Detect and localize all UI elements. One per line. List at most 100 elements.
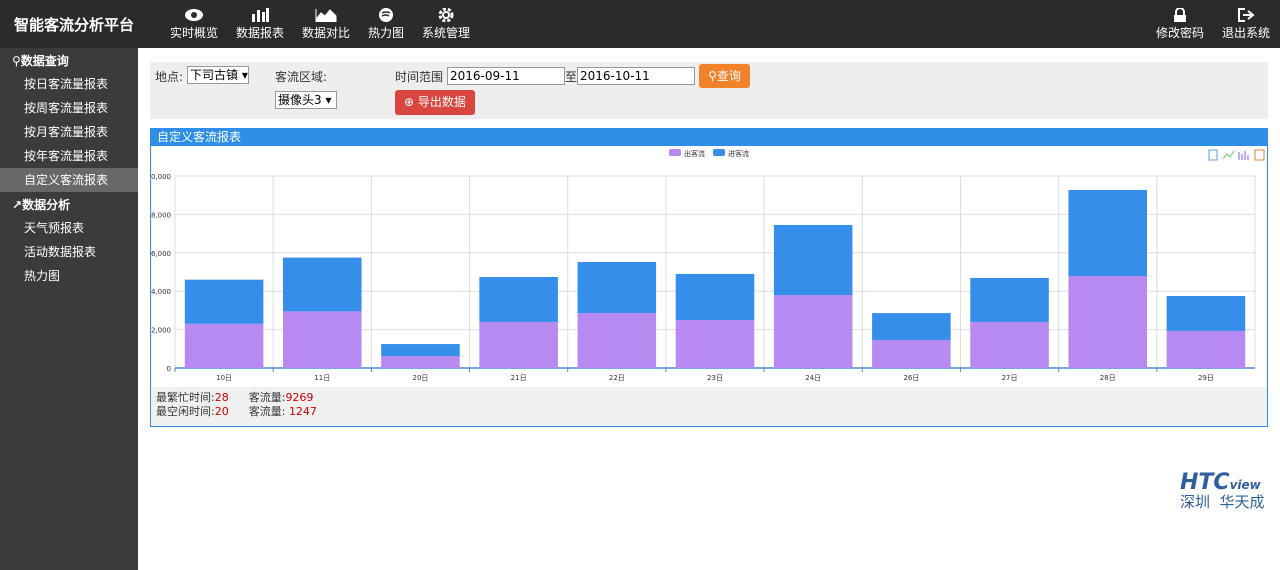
legend-label: 进客流: [728, 149, 749, 158]
nav-item[interactable]: 数据对比: [293, 4, 359, 41]
top-bar: 智能客流分析平台 实时概览 数据报表 数据对比 热力图 系统管理 修改密码 退出…: [0, 0, 1280, 48]
x-tick-label: 27日: [1002, 374, 1018, 382]
bar-segment: [381, 356, 460, 368]
menu-item[interactable]: 活动数据报表: [0, 240, 138, 264]
nav-label[interactable]: 系统管理: [422, 26, 470, 40]
label: 最空闲时间:: [156, 405, 215, 418]
start-date-input[interactable]: 2016-09-11: [447, 67, 565, 85]
label: 客流区域:: [275, 68, 327, 85]
x-tick-label: 24日: [805, 374, 821, 382]
location-select[interactable]: 下司古镇 ▾: [187, 66, 249, 84]
menu-item[interactable]: 按年客流量报表: [0, 144, 138, 168]
legend-swatch: [669, 149, 681, 156]
x-tick-label: 11日: [314, 374, 330, 382]
bar-segment: [1068, 276, 1147, 368]
export-button[interactable]: ⊕ 导出数据: [395, 90, 475, 115]
x-tick-label: 20日: [412, 374, 428, 382]
logo-city: 深圳 华天成: [1180, 491, 1280, 512]
summary-row: 最繁忙时间:28 客流量:9269: [156, 391, 1262, 405]
sidebar: ⚲数据查询 按日客流量报表 按周客流量报表 按月客流量报表 按年客流量报表 自定…: [0, 48, 138, 570]
nav-label[interactable]: 数据对比: [302, 26, 350, 40]
button-label[interactable]: 查询: [717, 69, 741, 83]
nav-item[interactable]: 热力图: [353, 4, 419, 41]
bar-segment: [1167, 331, 1246, 368]
x-tick-label: 23日: [707, 374, 723, 382]
menu-item[interactable]: 天气预报表: [0, 216, 138, 240]
bar-segment: [970, 322, 1049, 368]
bar-segment: [479, 322, 558, 368]
x-tick-label: 26日: [903, 374, 919, 382]
bar-segment: [578, 262, 657, 313]
legend-swatch: [713, 149, 725, 156]
select-value[interactable]: 下司古镇: [190, 68, 238, 82]
area-select[interactable]: 摄像头3 ▾: [275, 91, 337, 109]
label: 时间范围: [395, 68, 443, 85]
app-title: 智能客流分析平台: [14, 14, 134, 35]
menu-item[interactable]: 自定义客流报表: [0, 168, 138, 192]
y-tick-label: 8,000: [151, 211, 171, 219]
x-tick-label: 21日: [511, 374, 527, 382]
section-title: 数据查询: [21, 54, 69, 68]
nav-label[interactable]: 热力图: [368, 26, 404, 40]
sidebar-section: ⚲数据查询: [12, 52, 69, 69]
bar-segment: [872, 340, 951, 368]
value: 28: [215, 391, 229, 404]
x-tick-label: 10日: [216, 374, 232, 382]
bar-segment: [578, 313, 657, 368]
menu-item[interactable]: 热力图: [0, 264, 138, 288]
menu-item[interactable]: 按月客流量报表: [0, 120, 138, 144]
value: 20: [215, 405, 229, 418]
bar-segment: [872, 313, 951, 340]
value: 1247: [289, 405, 317, 418]
bar-segment: [479, 277, 558, 322]
y-tick-label: 6,000: [151, 250, 171, 258]
value: 9269: [285, 391, 313, 404]
sidebar-section: ↗数据分析: [12, 196, 70, 213]
menu-item[interactable]: 按周客流量报表: [0, 96, 138, 120]
label: 客流量:: [249, 405, 286, 418]
bar-segment: [185, 280, 264, 324]
chart: 02,0004,0006,0008,00010,00010日11日20日21日2…: [151, 146, 1267, 387]
query-button[interactable]: ⚲查询: [699, 64, 750, 88]
nav-label[interactable]: 数据报表: [236, 26, 284, 40]
label: 客流量:: [249, 391, 286, 404]
bar-segment: [676, 320, 755, 368]
bar-segment: [381, 344, 460, 356]
bar-segment: [774, 295, 853, 368]
bar-segment: [1068, 190, 1147, 276]
bar-segment: [283, 258, 362, 312]
x-tick-label: 28日: [1100, 374, 1116, 382]
toolbox[interactable]: [1209, 150, 1264, 160]
y-tick-label: 2,000: [151, 327, 171, 335]
logo-brand-suffix: view: [1230, 478, 1261, 492]
bar-segment: [970, 278, 1049, 322]
bar-segment: [185, 324, 264, 368]
y-tick-label: 0: [167, 365, 171, 373]
select-value[interactable]: 摄像头3: [278, 93, 322, 107]
nav-item[interactable]: 退出系统: [1213, 4, 1279, 41]
nav-item[interactable]: 修改密码: [1147, 4, 1213, 41]
menu-item[interactable]: 按日客流量报表: [0, 72, 138, 96]
nav-label[interactable]: 退出系统: [1222, 26, 1270, 40]
x-tick-label: 29日: [1198, 374, 1214, 382]
label: 最繁忙时间:: [156, 391, 215, 404]
summary-row: 最空闲时间:20 客流量: 1247: [156, 405, 1262, 419]
filter-form: 地点: 下司古镇 ▾ 客流区域: 摄像头3 ▾ 时间范围 2016-09-11 …: [150, 62, 1268, 119]
button-label[interactable]: 导出数据: [418, 95, 466, 109]
section-title: 数据分析: [22, 198, 70, 212]
nav-item[interactable]: 实时概览: [161, 4, 227, 41]
nav-label[interactable]: 修改密码: [1156, 26, 1204, 40]
panel-title: 自定义客流报表: [151, 129, 1267, 146]
label: 地点:: [155, 68, 183, 85]
end-date-input[interactable]: 2016-10-11: [577, 67, 695, 85]
legend-label: 出客流: [684, 149, 705, 158]
bar-segment: [283, 311, 362, 368]
bar-segment: [676, 274, 755, 320]
nav-item[interactable]: 系统管理: [413, 4, 479, 41]
logo: HTCview 深圳 华天成: [1180, 470, 1280, 512]
nav-item[interactable]: 数据报表: [227, 4, 293, 41]
x-tick-label: 22日: [609, 374, 625, 382]
y-tick-label: 4,000: [151, 288, 171, 296]
nav-label[interactable]: 实时概览: [170, 26, 218, 40]
